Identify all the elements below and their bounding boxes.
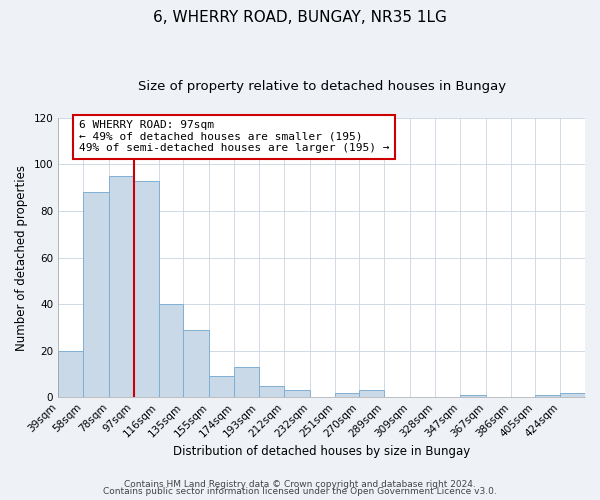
Bar <box>58 350 83 397</box>
Bar <box>284 390 310 397</box>
Text: Contains public sector information licensed under the Open Government Licence v3: Contains public sector information licen… <box>103 487 497 496</box>
Y-axis label: Number of detached properties: Number of detached properties <box>15 164 28 350</box>
Bar <box>359 390 384 397</box>
Bar <box>158 304 184 397</box>
X-axis label: Distribution of detached houses by size in Bungay: Distribution of detached houses by size … <box>173 444 470 458</box>
Bar <box>535 395 560 397</box>
Bar <box>209 376 234 397</box>
Text: 6 WHERRY ROAD: 97sqm
← 49% of detached houses are smaller (195)
49% of semi-deta: 6 WHERRY ROAD: 97sqm ← 49% of detached h… <box>79 120 389 154</box>
Title: Size of property relative to detached houses in Bungay: Size of property relative to detached ho… <box>137 80 506 93</box>
Bar <box>184 330 209 397</box>
Bar <box>335 392 359 397</box>
Bar <box>259 386 284 397</box>
Bar <box>109 176 134 397</box>
Bar <box>560 392 585 397</box>
Bar <box>234 367 259 397</box>
Bar <box>83 192 109 397</box>
Bar <box>460 395 486 397</box>
Text: Contains HM Land Registry data © Crown copyright and database right 2024.: Contains HM Land Registry data © Crown c… <box>124 480 476 489</box>
Text: 6, WHERRY ROAD, BUNGAY, NR35 1LG: 6, WHERRY ROAD, BUNGAY, NR35 1LG <box>153 10 447 25</box>
Bar <box>134 180 158 397</box>
